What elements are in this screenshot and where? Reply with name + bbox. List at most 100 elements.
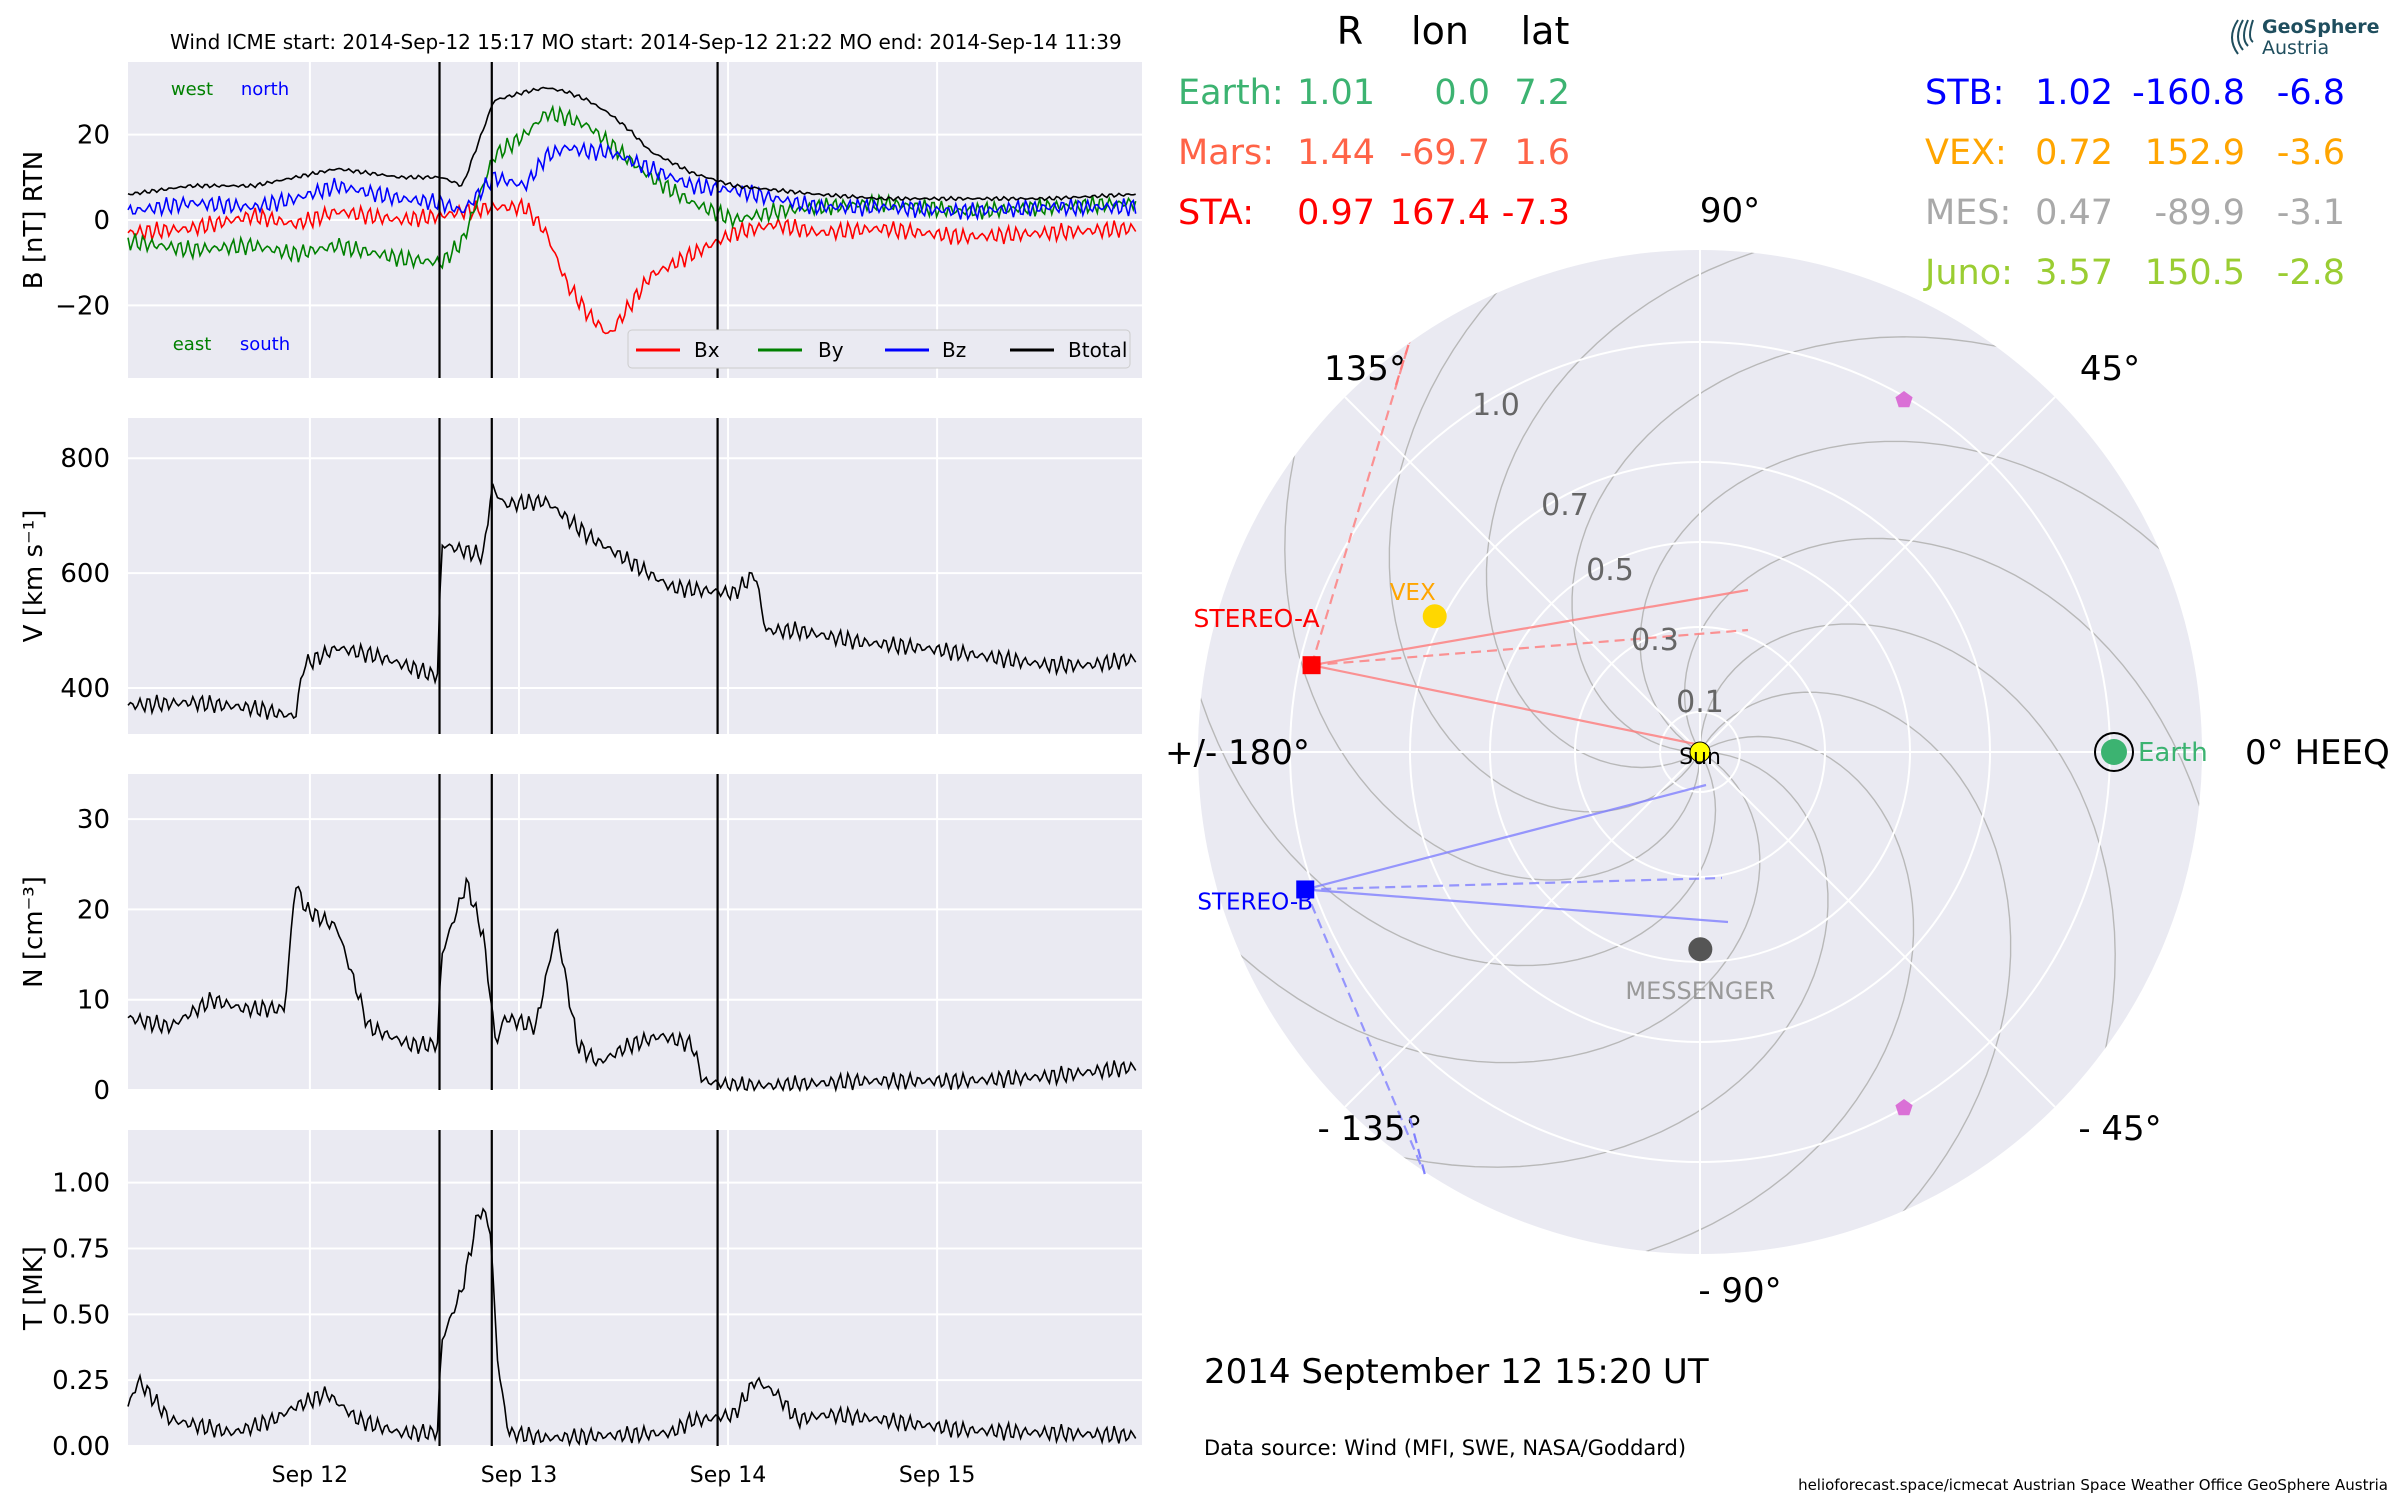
series-line-data bbox=[127, 1207, 1137, 1448]
legend-label-bz: Bz bbox=[942, 338, 966, 362]
parker-spiral bbox=[1683, 537, 2202, 1065]
stereo-b-label: STEREO-B bbox=[1197, 889, 1313, 915]
table-lat: -2.8 bbox=[2277, 253, 2345, 293]
panel-background bbox=[128, 774, 1142, 1090]
table-lon: 150.5 bbox=[2145, 253, 2245, 293]
y-tick-label: 600 bbox=[60, 559, 110, 589]
sta-line-dashed bbox=[1310, 339, 1412, 666]
parker-spiral bbox=[1485, 250, 2013, 769]
gridline-radial bbox=[1409, 461, 1991, 1043]
table-r: 1.01 bbox=[1297, 73, 1375, 113]
sta-line-dashed bbox=[1311, 628, 1749, 667]
angular-label: - 45° bbox=[2078, 1109, 2161, 1149]
x-tick-label: Sep 15 bbox=[899, 1463, 975, 1488]
sun-label: Sun bbox=[1679, 745, 1721, 770]
table-lat: 7.2 bbox=[1514, 73, 1570, 113]
y-tick-label: 10 bbox=[77, 986, 110, 1016]
timeseries-panel-3: 30 20 10 0 N [cm⁻³] bbox=[19, 774, 1142, 1106]
table-name: VEX: bbox=[1925, 133, 2007, 173]
stereo-a-label: STEREO-A bbox=[1194, 604, 1320, 633]
table-lat: -3.6 bbox=[2277, 133, 2345, 173]
gridline-angular bbox=[1699, 396, 2056, 753]
panel-background bbox=[128, 418, 1142, 734]
earth-ring bbox=[2094, 732, 2134, 772]
table-lon: 0.0 bbox=[1434, 73, 1490, 113]
y-axis-label: B [nT] RTN bbox=[19, 151, 49, 290]
messenger-label: MESSENGER bbox=[1625, 977, 1775, 1005]
parker-spiral bbox=[1198, 439, 1717, 967]
date-label: 2014 September 12 15:20 UT bbox=[1204, 1352, 1709, 1392]
legend-label-btotal: Btotal bbox=[1068, 338, 1127, 362]
earth-marker bbox=[2101, 739, 2127, 765]
x-tick-label: Sep 14 bbox=[690, 1463, 766, 1488]
radial-label: 0.7 bbox=[1541, 488, 1589, 523]
table-lon: -89.9 bbox=[2154, 193, 2245, 233]
pentagon-marker bbox=[1895, 391, 1913, 408]
table-r: 0.47 bbox=[2035, 193, 2113, 233]
annotation-west: west bbox=[171, 79, 213, 100]
pentagon-marker bbox=[1895, 1099, 1913, 1116]
y-tick-label: 1.00 bbox=[52, 1169, 110, 1199]
y-tick-label: 800 bbox=[60, 444, 110, 474]
y-tick-label: 0 bbox=[93, 206, 110, 236]
y-axis-label: T [MK] bbox=[19, 1246, 49, 1331]
timeseries-panel-4: 1.00 0.75 0.50 0.25 0.00 T [MK] Sep 12 Sep 13 Se… bbox=[19, 1130, 1142, 1488]
gridline-angular bbox=[1344, 751, 1701, 1108]
gridline-radial bbox=[1489, 541, 1911, 963]
messenger-marker bbox=[1688, 937, 1713, 962]
angular-label: 90° bbox=[1700, 191, 1760, 231]
table-header: R bbox=[1337, 9, 1363, 53]
table-header: lat bbox=[1521, 9, 1570, 53]
annotation-east: east bbox=[173, 334, 212, 355]
parker-spiral bbox=[1387, 735, 1915, 1254]
y-tick-label: 0 bbox=[93, 1076, 110, 1106]
legend: Bx By Bz Btotal bbox=[627, 329, 1131, 369]
series-line-by bbox=[127, 104, 1137, 270]
timeseries-panel-2: 800 600 400 V [km s⁻¹] bbox=[19, 418, 1142, 734]
table-name: STB: bbox=[1925, 73, 2004, 113]
gridline-angular bbox=[1699, 751, 2056, 1108]
table-header: lon bbox=[1411, 9, 1469, 53]
y-tick-label: 0.50 bbox=[52, 1300, 110, 1330]
stb-line-outer bbox=[1408, 1117, 1427, 1176]
table-lon: -69.7 bbox=[1399, 133, 1490, 173]
stereo-a-marker bbox=[1302, 656, 1321, 675]
stb-line-dashed bbox=[1304, 889, 1427, 1176]
table-r: 0.97 bbox=[1297, 193, 1375, 233]
vex-label: VEX bbox=[1390, 580, 1436, 606]
table-lat: -3.1 bbox=[2277, 193, 2345, 233]
stb-line-dashed bbox=[1305, 876, 1723, 891]
plot-header: Wind ICME start: 2014-Sep-12 15:17 MO st… bbox=[170, 30, 1122, 54]
stb-line bbox=[1304, 783, 1707, 891]
table-name: Earth: bbox=[1178, 73, 1284, 113]
timeseries-panel-1: 20 0 −20B [nT] RTN bbox=[19, 62, 1142, 378]
polar-plot: 0.1 0.3 0.5 0.7 1.0 90° 45° 0° HEEQ - 45° - 90° - … bbox=[1165, 191, 2390, 1311]
table-name: Juno: bbox=[1923, 253, 2013, 293]
data-source: Data source: Wind (MFI, SWE, NASA/Goddar… bbox=[1204, 1436, 1686, 1460]
angular-label: - 135° bbox=[1318, 1109, 1423, 1149]
legend-label-bx: Bx bbox=[694, 338, 720, 362]
table-r: 1.02 bbox=[2035, 73, 2113, 113]
table-lon: 167.4 bbox=[1390, 193, 1490, 233]
radial-label: 1.0 bbox=[1472, 388, 1520, 423]
y-tick-label: 0.75 bbox=[52, 1235, 110, 1265]
annotation-south: south bbox=[240, 334, 290, 355]
annotation-north: north bbox=[241, 79, 289, 100]
table-lon: -160.8 bbox=[2132, 73, 2245, 113]
angular-label: - 90° bbox=[1698, 1271, 1781, 1311]
series-line-btotal bbox=[127, 86, 1136, 202]
x-tick-label: Sep 13 bbox=[481, 1463, 557, 1488]
gridline-radial bbox=[1574, 626, 1826, 878]
gridline-angular bbox=[1344, 396, 1701, 753]
table-lon: 152.9 bbox=[2145, 133, 2245, 173]
gridline-radial bbox=[1659, 711, 1741, 793]
sun-marker bbox=[1689, 741, 1711, 763]
table-name: Mars: bbox=[1178, 133, 1274, 173]
credits: helioforecast.space/icmecat Austrian Spa… bbox=[1798, 1476, 2388, 1494]
table-name: MES: bbox=[1925, 193, 2011, 233]
table-lat: -7.3 bbox=[1502, 193, 1570, 233]
logo-mark bbox=[2249, 19, 2254, 43]
series-line-data bbox=[127, 876, 1137, 1093]
legend-label-by: By bbox=[818, 338, 844, 362]
